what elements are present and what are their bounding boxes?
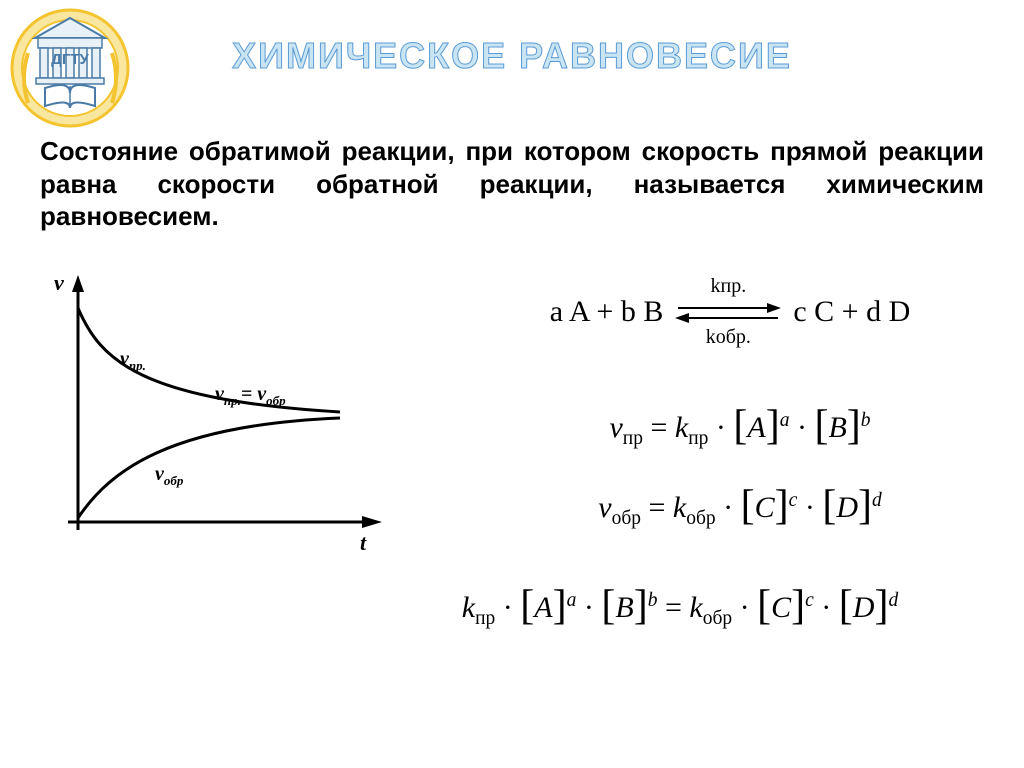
reaction-rhs: c C + d D <box>793 295 910 329</box>
rate-forward-equation: vпр = kпр · [A]a · [B]b <box>500 400 980 450</box>
definition-text: Состояние обратимой реакции, при котором… <box>40 135 984 233</box>
curve-reverse-label: vобр <box>155 463 184 488</box>
equilibrium-rate-chart: v t vпр. vобр vпр.= vобр <box>40 270 400 570</box>
equilibrium-equality-equation: kпр · [A]a · [B]b = kобр · [C]c · [D]d <box>360 580 1000 630</box>
k-reverse-label: kобр. <box>706 326 751 349</box>
reaction-lhs: a A + b B <box>550 295 664 329</box>
page-title: ХИМИЧЕСКОЕ РАВНОВЕСИЕ <box>0 35 1024 77</box>
y-axis-label: v <box>54 270 64 295</box>
curve-forward-label: vпр. <box>120 348 146 373</box>
k-forward-label: kпр. <box>710 275 746 298</box>
intersection-label: vпр.= vобр <box>215 383 286 408</box>
equilibrium-arrows-icon <box>673 298 783 326</box>
rate-reverse-equation: vобр = kобр · [C]c · [D]d <box>500 480 980 530</box>
x-axis-label: t <box>360 530 367 555</box>
reaction-equation: a A + b B kпр. kобр. c C + d D <box>470 275 990 349</box>
